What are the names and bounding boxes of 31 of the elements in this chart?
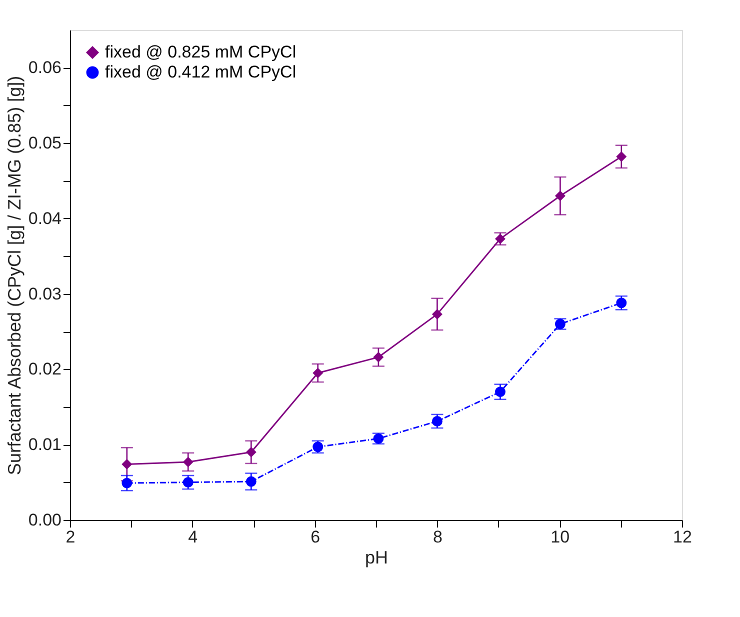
point	[432, 308, 442, 320]
x-tick-label: 8	[432, 528, 442, 546]
legend-label: fixed @ 0.825 mM CPyCl	[105, 42, 296, 62]
point	[182, 477, 194, 488]
point	[616, 298, 627, 308]
y-tick-label: 0.04	[28, 208, 62, 228]
point	[122, 458, 132, 470]
x-axis-title: pH	[364, 548, 388, 568]
x-tick-label: 4	[188, 528, 198, 546]
y-tick-label: 0.06	[28, 58, 62, 78]
y-axis-title: Surfactant Absorbed (CPyCl [g] / ZI-MG (0.85) [g])	[4, 76, 24, 476]
y-tick-label: 0.00	[28, 510, 62, 530]
point	[373, 352, 384, 362]
y-tick-label: 0.03	[28, 284, 62, 304]
point	[246, 476, 256, 487]
x-tick-label: 6	[310, 528, 320, 546]
point	[494, 386, 506, 398]
y-tick-label: 0.05	[28, 134, 62, 153]
point	[182, 456, 194, 468]
x-tick-label: 10	[550, 528, 570, 546]
point	[616, 151, 627, 162]
point	[122, 478, 132, 488]
x-tick-label: 12	[673, 528, 692, 546]
legend-label: fixed @ 0.412 mM CPyCl	[105, 62, 296, 82]
point	[246, 446, 256, 458]
y-tick-label: 0.02	[28, 360, 62, 379]
point	[554, 190, 566, 202]
x-tick-label: 2	[66, 528, 76, 546]
point	[432, 416, 442, 426]
y-tick-label: 0.01	[28, 435, 62, 454]
point	[312, 368, 324, 378]
